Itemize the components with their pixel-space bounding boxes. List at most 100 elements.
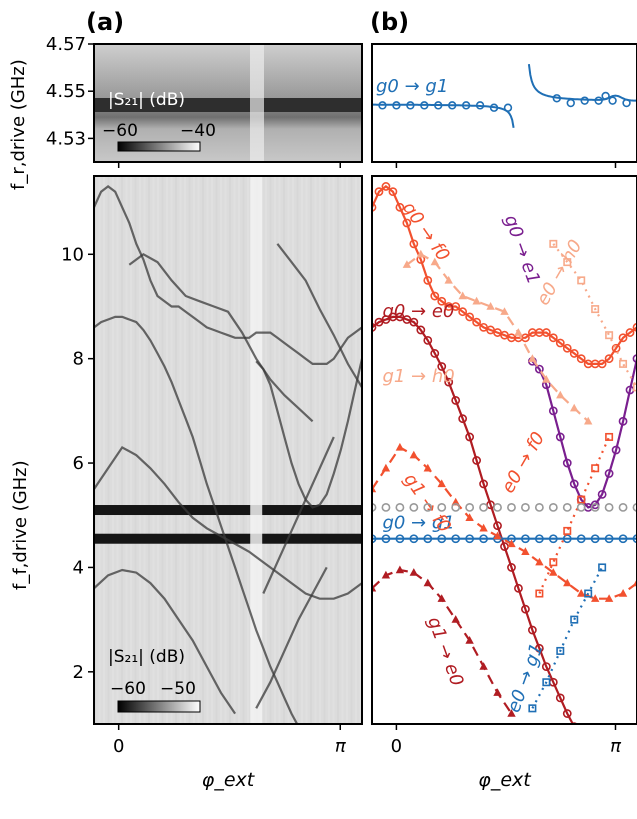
heatmap-texture bbox=[107, 176, 110, 724]
point-g0-g1 bbox=[534, 534, 544, 544]
heatmap-texture bbox=[197, 176, 200, 724]
point-g0-e0 bbox=[521, 604, 530, 614]
heatmap-texture bbox=[238, 176, 240, 724]
point-gray-markers bbox=[372, 503, 377, 512]
point-g1-h0 bbox=[514, 328, 523, 336]
point-gray-markers bbox=[507, 503, 516, 512]
point-gray-markers bbox=[562, 503, 572, 512]
ytick-label-a-top: 4.57 bbox=[46, 34, 86, 55]
point-g1-f0 bbox=[563, 578, 572, 587]
heatmap-texture bbox=[283, 176, 285, 724]
point-e0-f0 bbox=[605, 432, 614, 441]
point-b-top-g0-g1 bbox=[608, 96, 617, 105]
point-g0-e1 bbox=[548, 406, 558, 416]
series-label-g0-g1: g0 → g1 bbox=[382, 512, 454, 533]
point-g1-f0 bbox=[451, 497, 460, 506]
heatmap-texture bbox=[265, 176, 267, 724]
point-g0-e0 bbox=[514, 583, 523, 593]
heatmap-texture bbox=[229, 176, 231, 724]
point-g1-h0 bbox=[584, 416, 593, 425]
point-g1-h0 bbox=[570, 403, 579, 412]
point-g0-f0 bbox=[618, 333, 628, 343]
series-line-g0-e1 bbox=[531, 353, 637, 509]
point-g0-f0 bbox=[604, 354, 614, 364]
point-g0-f0 bbox=[576, 354, 586, 364]
point-g0-f0 bbox=[597, 359, 607, 369]
point-gray-markers bbox=[451, 503, 461, 512]
point-e0-h0 bbox=[549, 239, 558, 248]
point-g1-f0 bbox=[604, 594, 614, 602]
point-g0-e0 bbox=[451, 396, 461, 405]
heatmap-texture bbox=[179, 176, 182, 724]
heatmap-texture bbox=[242, 176, 245, 724]
vertical-artifact-top bbox=[250, 44, 264, 162]
point-g0-e0 bbox=[372, 322, 377, 332]
heatmap-texture bbox=[269, 176, 272, 724]
point-g1-f0 bbox=[372, 484, 377, 493]
point-gray-markers bbox=[618, 503, 628, 512]
point-g1-f0 bbox=[479, 523, 488, 532]
heatmap-trace bbox=[94, 315, 299, 724]
point-g1-e0 bbox=[381, 570, 391, 579]
series-line-e0-f0 bbox=[538, 436, 611, 594]
point-g0-e0 bbox=[541, 662, 551, 671]
point-g0-f0 bbox=[541, 328, 551, 337]
point-g0-e1 bbox=[611, 445, 621, 455]
xtick-label: 0 bbox=[391, 736, 402, 757]
heatmap-texture bbox=[274, 176, 276, 724]
frame-a-bottom bbox=[93, 175, 363, 725]
point-e0-f0 bbox=[577, 495, 586, 504]
point-g0-g1 bbox=[604, 534, 614, 544]
heatmap-a-bottom: |S₂₁| (dB) −60 −50 bbox=[93, 175, 363, 725]
point-e0-h0 bbox=[619, 359, 628, 368]
point-g0-g1 bbox=[381, 534, 391, 544]
point-g0-e1 bbox=[618, 416, 628, 426]
point-g0-e1 bbox=[555, 432, 565, 442]
heatmap-texture bbox=[359, 176, 362, 724]
point-gray-markers bbox=[395, 503, 405, 512]
point-g0-g1 bbox=[479, 534, 488, 544]
point-e0-g1 bbox=[598, 563, 607, 572]
heatmap-texture bbox=[355, 176, 357, 724]
point-g0-e0 bbox=[465, 432, 475, 442]
point-e0-f0 bbox=[535, 589, 544, 598]
ytick-label-a-top: 4.53 bbox=[46, 128, 86, 149]
heatmap-texture bbox=[319, 176, 321, 724]
point-g0-e1 bbox=[604, 469, 614, 478]
curve-b-top-right bbox=[527, 63, 637, 102]
point-gray-markers bbox=[465, 503, 475, 512]
point-g0-f0 bbox=[451, 302, 461, 311]
xtick-label: 0 bbox=[113, 736, 124, 757]
heatmap-texture bbox=[341, 176, 344, 724]
point-gray-markers bbox=[604, 503, 614, 512]
colorbar-top-label: |S₂₁| (dB) bbox=[108, 90, 185, 110]
point-g0-f0 bbox=[423, 275, 433, 285]
point-g0-e1 bbox=[632, 354, 637, 364]
point-g0-g1 bbox=[618, 534, 628, 544]
point-g0-g1 bbox=[590, 534, 600, 544]
point-e0-h0 bbox=[563, 258, 572, 267]
point-g1-e0 bbox=[507, 709, 516, 717]
colorbar-top-tick-max: −40 bbox=[180, 121, 216, 141]
point-g1-f0 bbox=[423, 463, 432, 472]
xtick-label: π bbox=[610, 736, 622, 757]
heatmap-trace bbox=[94, 568, 237, 715]
point-e0-g1 bbox=[556, 646, 565, 655]
point-g0-g1 bbox=[437, 534, 447, 544]
point-g0-e0 bbox=[493, 521, 502, 531]
series-line-e0-h0 bbox=[552, 243, 637, 388]
heatmap-texture bbox=[184, 176, 186, 724]
heatmap-a-bottom-background bbox=[94, 176, 362, 724]
point-g1-e0 bbox=[409, 568, 418, 576]
heatmap-a-top: |S₂₁| (dB) −60 −40 bbox=[93, 43, 363, 163]
heatmap-texture bbox=[139, 176, 141, 724]
heatmap-texture bbox=[161, 176, 164, 724]
point-e0-h0 bbox=[577, 276, 586, 285]
heatmap-texture bbox=[148, 176, 150, 724]
frame-a-top bbox=[93, 43, 363, 163]
point-g0-e0 bbox=[416, 325, 426, 335]
scatter-b-top: g0 → g1 bbox=[371, 43, 637, 163]
point-gray-markers bbox=[493, 503, 502, 512]
point-g1-h0 bbox=[542, 375, 551, 383]
